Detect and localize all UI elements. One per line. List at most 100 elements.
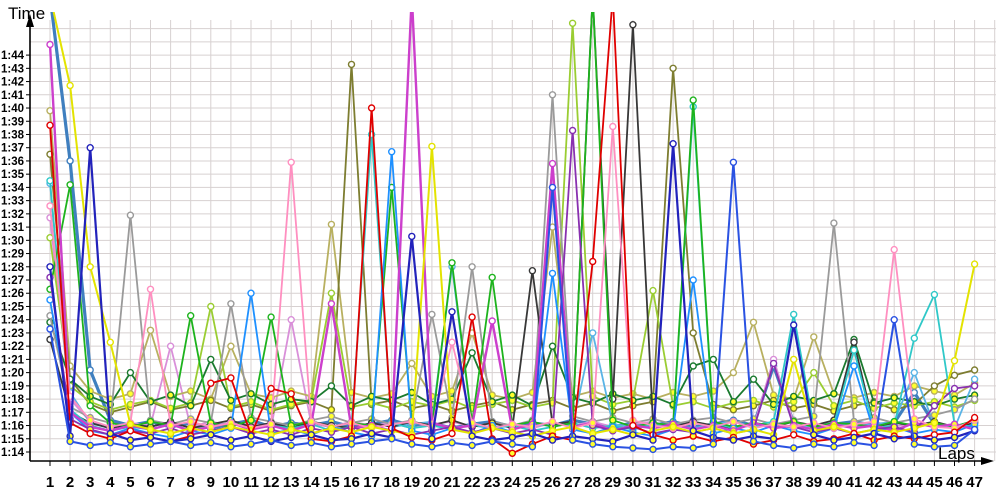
data-point-green-lap8 xyxy=(186,312,195,320)
data-point-yellow-green-lap31 xyxy=(649,286,657,295)
data-point-yellow-lap40 xyxy=(830,423,838,431)
data-point-pink-lap28 xyxy=(589,419,597,427)
y-tick-label-1:38: 1:38 xyxy=(1,129,25,141)
x-tick-label-24: 24 xyxy=(504,474,521,491)
data-point-pink-lap14 xyxy=(307,417,315,426)
data-point-yellow-lap5 xyxy=(126,420,135,428)
data-point-red-lap21 xyxy=(448,429,456,438)
series-plot-area xyxy=(46,12,979,457)
x-tick-label-15: 15 xyxy=(323,474,340,491)
data-point-dodger-blue-lap18 xyxy=(388,147,396,156)
grid-lines xyxy=(30,20,996,461)
x-tick-label-40: 40 xyxy=(826,474,843,491)
y-tick-label-1:34: 1:34 xyxy=(1,182,25,194)
data-point-turquoise-lap38 xyxy=(790,310,798,319)
data-point-navy-lap35 xyxy=(729,436,738,444)
data-point-green-lap21 xyxy=(448,259,456,267)
data-point-turquoise-lap41 xyxy=(850,346,858,354)
data-point-yellow-lap20 xyxy=(428,142,436,151)
x-tick-label-3: 3 xyxy=(86,474,94,491)
data-point-medium-blue-lap22 xyxy=(468,441,476,450)
data-point-turquoise-lap45 xyxy=(930,290,939,299)
data-point-olive-lap38 xyxy=(790,404,798,412)
data-point-magenta-lap23 xyxy=(488,317,496,325)
data-point-purple-lap27 xyxy=(568,126,577,135)
x-tick-label-22: 22 xyxy=(464,474,481,491)
data-point-olive-lap35 xyxy=(729,406,738,414)
data-point-medium-blue-lap21 xyxy=(448,439,456,447)
data-point-dark-green-lap33 xyxy=(689,362,697,370)
data-point-red-lap32 xyxy=(669,436,677,444)
data-point-dodger-blue-lap11 xyxy=(247,289,255,297)
data-point-green-lap12 xyxy=(267,313,275,321)
x-tick-label-13: 13 xyxy=(283,474,300,491)
data-point-green-lap33 xyxy=(689,96,697,104)
data-point-navy-lap17 xyxy=(367,429,376,438)
data-point-dark-khaki-lap15 xyxy=(327,220,336,229)
data-point-green-lap2 xyxy=(66,181,74,189)
data-point-magenta-lap15 xyxy=(327,300,336,308)
data-point-medium-blue-lap39 xyxy=(810,440,818,448)
data-point-dark-khaki-lap39 xyxy=(810,333,818,341)
x-tick-label-26: 26 xyxy=(544,474,561,491)
data-point-green-lap23 xyxy=(488,273,496,282)
data-point-violet-lap7 xyxy=(166,342,175,350)
data-point-dark-khaki-lap10 xyxy=(227,342,235,350)
data-point-navy-lap11 xyxy=(247,432,255,440)
data-point-red-lap47 xyxy=(970,413,979,422)
y-tick-label-1:35: 1:35 xyxy=(1,169,25,181)
data-point-medium-blue-lap4 xyxy=(106,439,115,447)
x-tick-label-19: 19 xyxy=(403,474,420,491)
data-point-dark-green-lap22 xyxy=(468,349,476,357)
data-point-red-lap5 xyxy=(126,427,135,435)
x-tick-label-29: 29 xyxy=(604,474,621,491)
data-point-red-lap12 xyxy=(267,384,275,393)
data-point-yellow-lap7 xyxy=(166,429,175,438)
data-point-yellow-lap38 xyxy=(790,355,798,364)
data-point-navy-lap9 xyxy=(207,431,215,439)
x-tick-label-45: 45 xyxy=(926,474,943,491)
x-tick-label-16: 16 xyxy=(343,474,360,491)
data-point-medium-blue-lap45 xyxy=(930,443,939,451)
data-point-navy-lap14 xyxy=(307,431,315,439)
y-tick-label-1:36: 1:36 xyxy=(1,156,24,168)
data-point-medium-blue-lap5 xyxy=(126,443,135,451)
data-point-medium-blue-lap29 xyxy=(609,443,617,451)
tick-marks xyxy=(26,54,976,466)
y-tick-label-1:20: 1:20 xyxy=(1,368,24,380)
data-point-pink-lap12 xyxy=(267,420,275,428)
data-point-medium-blue-lap8 xyxy=(186,441,195,450)
x-tick-label-23: 23 xyxy=(484,474,501,491)
data-point-olive-lap15 xyxy=(327,406,336,414)
data-point-yellow-lap13 xyxy=(287,425,295,434)
y-tick-label-1:25: 1:25 xyxy=(1,301,25,313)
data-point-dodger-blue-lap26 xyxy=(548,269,557,278)
x-tick-label-27: 27 xyxy=(564,474,581,491)
y-tick-label-1:30: 1:30 xyxy=(1,235,24,247)
data-point-medium-blue-lap44 xyxy=(910,440,918,448)
data-point-yellow-lap3 xyxy=(86,263,94,271)
data-point-medium-blue-lap7 xyxy=(166,437,175,446)
data-point-navy-lap32 xyxy=(669,139,677,148)
data-point-dark-khaki-lap1 xyxy=(46,106,54,115)
data-point-steel-blue-lap3 xyxy=(86,366,94,374)
x-tick-label-5: 5 xyxy=(126,474,134,491)
data-point-dark-khaki-lap44 xyxy=(910,382,918,390)
data-point-dark-green-lap43 xyxy=(890,394,898,402)
data-point-navy-lap37 xyxy=(769,435,778,443)
data-point-red-lap3 xyxy=(86,429,94,438)
data-point-pink-lap29 xyxy=(609,122,617,131)
x-tick-label-32: 32 xyxy=(665,474,682,491)
series-yellow xyxy=(52,12,979,440)
data-point-navy-lap8 xyxy=(186,435,195,443)
data-point-dark-khaki-lap36 xyxy=(749,318,758,326)
x-axis-title: Laps xyxy=(938,444,975,463)
data-point-dark-green-lap34 xyxy=(709,355,717,364)
data-point-yellow-lap47 xyxy=(970,260,979,268)
data-point-pink-lap3 xyxy=(86,416,94,424)
y-tick-label-1:39: 1:39 xyxy=(1,116,24,128)
x-tick-label-41: 41 xyxy=(846,474,863,491)
data-point-medium-blue-lap38 xyxy=(790,444,798,452)
data-point-navy-lap24 xyxy=(508,433,516,442)
data-point-green-lap29 xyxy=(609,416,617,424)
